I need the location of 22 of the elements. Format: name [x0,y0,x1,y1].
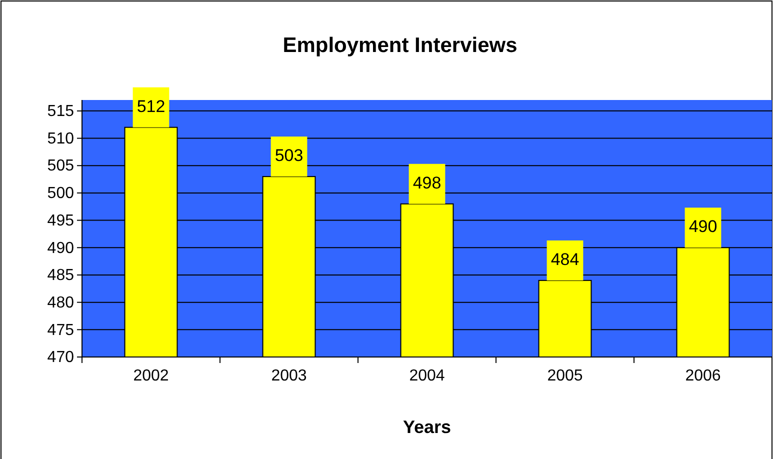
data-label: 512 [136,96,166,116]
y-tick-label: 495 [47,212,74,230]
y-tick-label: 490 [47,240,74,257]
y-tick-label: 505 [47,158,74,175]
x-axis-title: Years [402,417,452,437]
y-tick-label: 500 [47,185,74,202]
data-label: 490 [688,217,718,236]
y-tick-label: 515 [47,103,74,120]
y-tick-label: 485 [47,267,74,284]
data-label: 484 [550,250,580,269]
chart-title: Employment Interviews [282,34,518,57]
y-tick-label: 475 [47,322,74,339]
x-tick-label: 2006 [685,367,721,384]
x-tick-label: 2002 [133,367,169,384]
data-label: 498 [412,173,442,192]
x-tick-label: 2003 [271,367,307,384]
y-tick-label: 510 [47,130,74,148]
data-label: 503 [274,146,304,166]
y-tick-label: 480 [47,294,74,312]
y-tick-label: 470 [47,349,74,366]
x-tick-label: 2004 [409,367,445,384]
x-tick-label: 2005 [547,367,583,384]
